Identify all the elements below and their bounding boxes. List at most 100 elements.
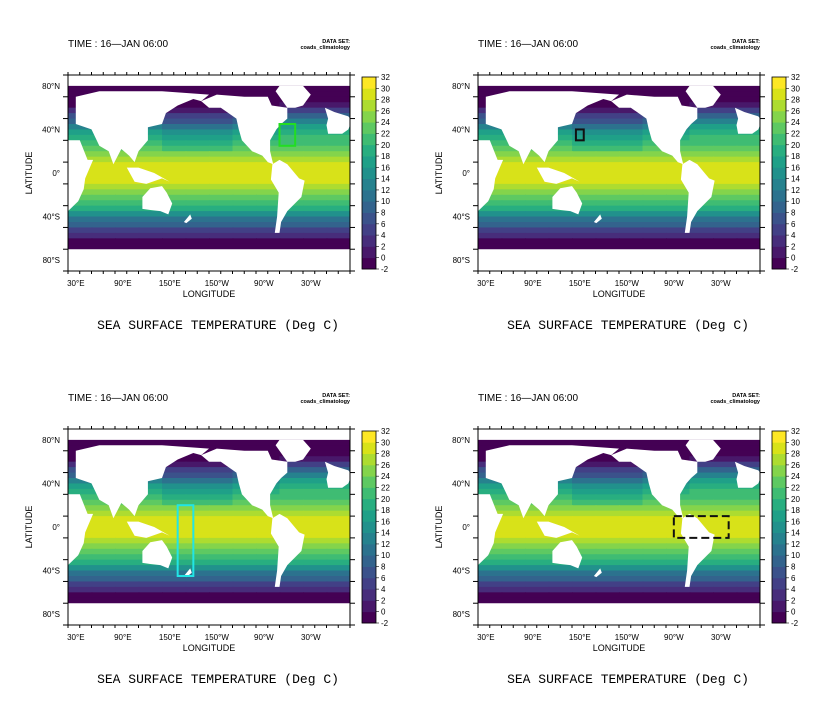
colorbar-swatch bbox=[772, 476, 786, 488]
colorbar-swatch bbox=[772, 212, 786, 225]
colorbar-label: 28 bbox=[791, 96, 800, 105]
x-tick-label: 30°E bbox=[67, 279, 84, 288]
y-tick-label: 40°N bbox=[452, 479, 470, 488]
colorbar-swatch bbox=[772, 110, 786, 123]
colorbar-label: 20 bbox=[381, 495, 390, 504]
colorbar-swatch bbox=[362, 566, 376, 579]
colorbar-label: 8 bbox=[381, 563, 386, 572]
colorbar-swatch bbox=[772, 77, 786, 89]
colorbar-label: 6 bbox=[381, 220, 386, 229]
time-label: TIME : 16—JAN 06:00 bbox=[478, 393, 578, 404]
land-mask bbox=[68, 75, 350, 271]
x-tick-label: 30°E bbox=[67, 633, 84, 642]
x-tick-label: 150°E bbox=[159, 279, 181, 288]
colorbar-swatch bbox=[362, 133, 376, 146]
colorbar-label: 22 bbox=[791, 129, 800, 138]
x-tick-label: 150°E bbox=[569, 633, 591, 642]
colorbar-label: 32 bbox=[381, 73, 390, 82]
colorbar-label: 20 bbox=[791, 141, 800, 150]
colorbar-swatch bbox=[772, 521, 786, 534]
colorbar-label: 14 bbox=[791, 175, 800, 184]
colorbar-label: -2 bbox=[381, 619, 389, 628]
colorbar-label: 4 bbox=[381, 231, 386, 240]
colorbar-swatch bbox=[772, 201, 786, 213]
region-box bbox=[672, 515, 730, 539]
colorbar-swatch bbox=[362, 110, 376, 123]
x-tick-label: 90°W bbox=[664, 279, 684, 288]
y-tick-label: 80°N bbox=[452, 436, 470, 445]
colorbar-label: 2 bbox=[791, 242, 796, 251]
colorbar-label: 12 bbox=[381, 540, 390, 549]
colorbar-label: 24 bbox=[791, 472, 800, 481]
colorbar-label: 22 bbox=[381, 483, 390, 492]
colorbar-label: 22 bbox=[791, 483, 800, 492]
colorbar-label: 8 bbox=[791, 209, 796, 218]
panel-caption: SEA SURFACE TEMPERATURE (Deg C) bbox=[97, 318, 339, 333]
y-tick-label: 40°N bbox=[452, 125, 470, 134]
land-mask bbox=[478, 429, 760, 625]
colorbar-swatch bbox=[362, 189, 376, 202]
colorbar-swatch bbox=[362, 487, 376, 500]
colorbar-swatch bbox=[772, 611, 786, 624]
dataset-name: coads_climatology bbox=[300, 399, 350, 405]
colorbar-label: 2 bbox=[381, 242, 386, 251]
map-panel-1: TIME : 16—JAN 06:00 DATA SET:coads_climat… bbox=[24, 39, 390, 333]
colorbar-swatch bbox=[772, 589, 786, 601]
colorbar-swatch bbox=[772, 566, 786, 579]
colorbar-swatch bbox=[772, 122, 786, 134]
colorbar-label: 32 bbox=[791, 427, 800, 436]
colorbar-swatch bbox=[362, 600, 376, 613]
colorbar-swatch bbox=[362, 257, 376, 270]
time-label: TIME : 16—JAN 06:00 bbox=[68, 393, 168, 404]
colorbar-label: 12 bbox=[791, 186, 800, 195]
dataset-name: coads_climatology bbox=[300, 45, 350, 51]
colorbar-swatch bbox=[772, 144, 786, 157]
y-tick-label: 80°N bbox=[42, 82, 60, 91]
x-tick-label: 150°W bbox=[205, 279, 230, 288]
map-panel-3: TIME : 16—JAN 06:00 DATA SET:coads_climat… bbox=[24, 393, 390, 687]
colorbar-label: 0 bbox=[381, 608, 386, 617]
colorbar-swatch bbox=[772, 223, 786, 236]
x-tick-label: 150°W bbox=[615, 633, 640, 642]
colorbar-swatch bbox=[362, 122, 376, 134]
x-tick-label: 30°W bbox=[301, 633, 321, 642]
x-tick-label: 90°W bbox=[254, 279, 274, 288]
colorbar-swatch bbox=[772, 246, 786, 259]
colorbar-label: 2 bbox=[791, 596, 796, 605]
colorbar-swatch bbox=[362, 88, 376, 100]
colorbar-label: 30 bbox=[791, 84, 800, 93]
colorbar-label: 26 bbox=[791, 461, 800, 470]
x-tick-label: 90°E bbox=[524, 633, 541, 642]
colorbar-swatch bbox=[362, 167, 376, 180]
colorbar-label: 30 bbox=[791, 438, 800, 447]
dataset-label: DATA SET: bbox=[732, 39, 760, 45]
colorbar-swatch bbox=[362, 510, 376, 522]
colorbar-swatch bbox=[772, 189, 786, 202]
colorbar-swatch bbox=[772, 442, 786, 454]
y-tick-label: 80°S bbox=[453, 256, 470, 265]
region-box bbox=[176, 504, 195, 578]
x-tick-label: 150°E bbox=[159, 633, 181, 642]
dataset-label: DATA SET: bbox=[322, 39, 350, 45]
y-axis-label: LATITUDE bbox=[24, 152, 34, 195]
colorbar-label: 12 bbox=[791, 540, 800, 549]
colorbar-label: 6 bbox=[791, 574, 796, 583]
colorbar-label: 30 bbox=[381, 84, 390, 93]
colorbar-label: 30 bbox=[381, 438, 390, 447]
x-tick-label: 30°W bbox=[301, 279, 321, 288]
colorbar-swatch bbox=[772, 99, 786, 112]
colorbar-label: 4 bbox=[791, 231, 796, 240]
colorbar-swatch bbox=[362, 178, 376, 191]
x-tick-label: 150°E bbox=[569, 279, 591, 288]
colorbar-swatch bbox=[772, 498, 786, 511]
y-axis-label: LATITUDE bbox=[434, 506, 444, 549]
colorbar-swatch bbox=[362, 521, 376, 534]
colorbar-swatch bbox=[362, 498, 376, 511]
colorbar-label: 14 bbox=[791, 529, 800, 538]
colorbar-label: 12 bbox=[381, 186, 390, 195]
colorbar-swatch bbox=[772, 600, 786, 613]
colorbar-swatch bbox=[362, 589, 376, 601]
colorbar-swatch bbox=[772, 487, 786, 500]
